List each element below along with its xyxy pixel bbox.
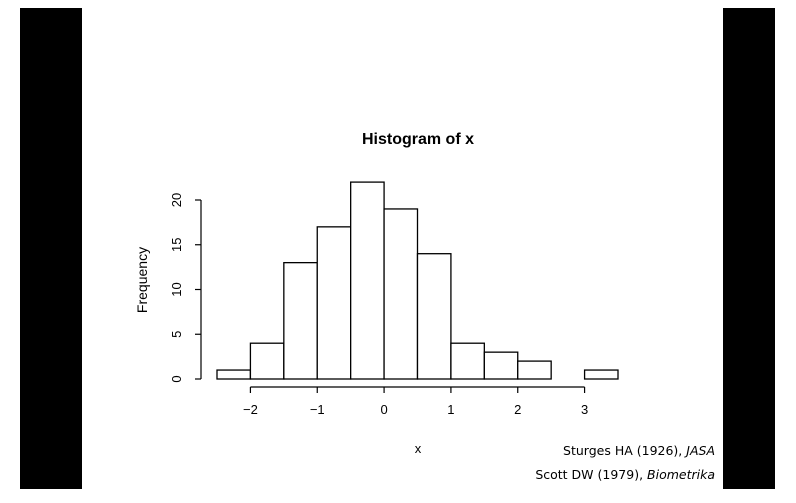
x-tick-label: 3 bbox=[581, 402, 588, 417]
reference-sturges-text: Sturges HA (1926), bbox=[563, 443, 687, 458]
x-axis-label: x bbox=[415, 441, 422, 456]
reference-scott: Scott DW (1979), Biometrika bbox=[535, 467, 715, 482]
y-axis-label: Frequency bbox=[134, 247, 150, 313]
y-tick-label: 15 bbox=[169, 238, 184, 252]
reference-scott-journal: Biometrika bbox=[647, 467, 715, 482]
y-tick-label: 20 bbox=[169, 193, 184, 207]
histogram-bar bbox=[383, 208, 419, 380]
histogram-bar bbox=[350, 181, 385, 380]
reference-sturges-journal: JASA bbox=[686, 443, 715, 458]
histogram-bar bbox=[450, 342, 485, 380]
y-tick-label: 5 bbox=[169, 331, 184, 338]
x-tick-label: −2 bbox=[243, 402, 258, 417]
y-tick-label: 0 bbox=[169, 375, 184, 382]
x-tick-label: 2 bbox=[514, 402, 521, 417]
x-tick-label: 0 bbox=[380, 402, 387, 417]
y-axis: 0 5 10 15 20 bbox=[169, 193, 202, 383]
x-axis: −2 −1 0 1 2 3 bbox=[243, 386, 588, 417]
chart-title: Histogram of x bbox=[362, 131, 474, 148]
histogram-bar bbox=[316, 226, 352, 380]
histogram-bar bbox=[583, 369, 619, 380]
histogram-bar bbox=[216, 369, 252, 380]
histogram-bar bbox=[483, 351, 519, 380]
x-tick-label: −1 bbox=[310, 402, 325, 417]
x-tick-label: 1 bbox=[447, 402, 454, 417]
histogram-bar bbox=[249, 342, 285, 380]
histogram-bar bbox=[517, 360, 552, 380]
y-tick-label: 10 bbox=[169, 282, 184, 296]
histogram-bar bbox=[416, 253, 452, 380]
reference-sturges: Sturges HA (1926), JASA bbox=[563, 443, 715, 458]
reference-scott-text: Scott DW (1979), bbox=[535, 467, 648, 482]
bars-group bbox=[216, 181, 619, 380]
histogram-bar bbox=[283, 261, 318, 380]
